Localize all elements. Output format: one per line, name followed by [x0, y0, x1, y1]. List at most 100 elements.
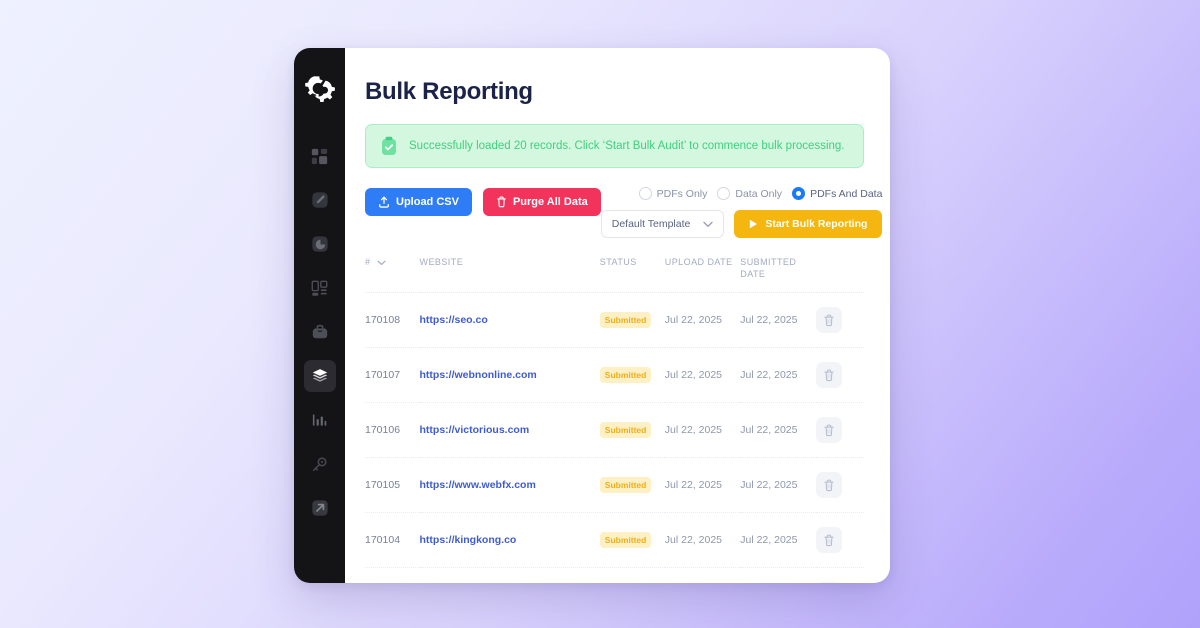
cell-status: Submitted	[599, 292, 665, 348]
cell-status: Submitted	[599, 567, 665, 583]
column-header-status[interactable]: STATUS	[599, 257, 637, 267]
cell-website-link[interactable]: https://webnonline.com	[419, 347, 600, 403]
status-badge: Submitted	[599, 422, 652, 439]
table-head: # WEBSITE STATUS UPLOAD DATE SUBMITTED D…	[365, 256, 864, 293]
purge-all-data-button[interactable]: Purge All Data	[482, 188, 601, 216]
cell-website-link[interactable]: https://seo.co	[419, 292, 600, 348]
sidebar-item-keywords[interactable]	[304, 448, 336, 480]
pen-icon	[311, 192, 328, 208]
upload-csv-button[interactable]: Upload CSV	[365, 188, 472, 216]
column-header-id-label: #	[365, 257, 371, 267]
status-badge: Submitted	[599, 367, 652, 384]
sidebar-item-briefcase[interactable]	[304, 316, 336, 348]
radio-option-data-only[interactable]: Data Only	[717, 187, 782, 200]
cell-status: Submitted	[599, 347, 665, 403]
cell-id: 170106	[365, 402, 420, 458]
cell-website-link[interactable]: https://kingkong.co	[419, 512, 600, 568]
table-row[interactable]: 170106 https://victorious.com Submitted Jul…	[365, 402, 864, 458]
cell-upload-date: Jul 22, 2025	[664, 567, 741, 583]
status-badge: Submitted	[599, 312, 652, 329]
cell-status: Submitted	[599, 402, 665, 458]
columns-icon	[311, 280, 328, 296]
grid-icon	[311, 148, 328, 164]
delete-row-button[interactable]	[815, 417, 842, 444]
cell-submitted-date: Jul 22, 2025	[740, 402, 816, 458]
sidebar-item-bulk-reporting[interactable]	[303, 360, 336, 392]
radio-option-pdfs-and-data[interactable]: PDFs And Data	[792, 187, 882, 200]
column-header-id[interactable]: #	[365, 256, 420, 293]
records-table: # WEBSITE STATUS UPLOAD DATE SUBMITTED D…	[365, 256, 864, 583]
delete-row-button[interactable]	[815, 582, 842, 583]
clock-icon	[311, 236, 328, 252]
table-header-row: # WEBSITE STATUS UPLOAD DATE SUBMITTED D…	[365, 256, 864, 293]
table-body: 170108 https://seo.co Submitted Jul 22, 202…	[365, 292, 864, 583]
cell-submitted-date: Jul 22, 2025	[740, 292, 816, 348]
output-type-radio-group: PDFs Only Data Only PDFs And Data	[638, 187, 882, 200]
bars-icon	[312, 414, 327, 426]
trash-icon	[824, 534, 834, 546]
alert-message: Successfully loaded 20 records. Click ‘S…	[409, 139, 845, 152]
start-bulk-reporting-button[interactable]: Start Bulk Reporting	[734, 210, 883, 238]
external-link-icon	[311, 500, 328, 516]
cell-actions	[815, 512, 864, 568]
table-row[interactable]: 170107 https://webnonline.com Submitted Jul…	[365, 347, 864, 403]
cell-id: 170105	[365, 457, 420, 513]
left-button-group: Upload CSV Purge All Data	[365, 187, 601, 216]
radio-option-pdfs-only[interactable]: PDFs Only	[638, 187, 708, 200]
delete-row-button[interactable]	[815, 307, 842, 334]
sidebar-item-edit[interactable]	[304, 184, 336, 216]
cell-id: 170108	[365, 292, 420, 348]
action-toolbar: Upload CSV Purge All Data PDFs Only	[365, 187, 883, 238]
template-select-value: Default Template	[611, 218, 691, 230]
table-row[interactable]: 170105 https://www.webfx.com Submitted Jul …	[365, 457, 864, 513]
sidebar	[294, 48, 345, 583]
app-logo[interactable]	[300, 66, 340, 110]
table-row[interactable]: 170108 https://seo.co Submitted Jul 22, 202…	[365, 292, 864, 348]
cell-website-link[interactable]: https://victorious.com	[419, 402, 600, 458]
radio-label: PDFs Only	[656, 187, 708, 200]
sidebar-item-analytics[interactable]	[304, 404, 336, 436]
chevron-down-icon	[703, 221, 714, 227]
trash-icon	[824, 369, 834, 381]
column-header-submitted-date[interactable]: SUBMITTED DATE	[740, 257, 797, 280]
cell-status: Submitted	[599, 457, 665, 513]
column-header-upload-date[interactable]: UPLOAD DATE	[664, 257, 733, 267]
radio-dot	[717, 187, 731, 200]
trash-icon	[824, 314, 834, 326]
sidebar-item-history[interactable]	[304, 228, 336, 260]
cell-submitted-date: Jul 22, 2025	[740, 457, 816, 513]
cell-upload-date: Jul 22, 2025	[664, 457, 741, 513]
cell-status: Submitted	[599, 512, 665, 568]
briefcase-icon	[312, 324, 327, 339]
upload-csv-label: Upload CSV	[396, 196, 459, 208]
sidebar-item-dashboard[interactable]	[304, 140, 336, 172]
trash-icon	[824, 424, 834, 436]
delete-row-button[interactable]	[815, 472, 842, 499]
delete-row-button[interactable]	[815, 527, 842, 554]
gears-logo-icon	[304, 76, 335, 102]
trash-icon	[824, 479, 834, 491]
cell-upload-date: Jul 22, 2025	[664, 347, 741, 403]
column-header-actions	[816, 256, 864, 293]
column-header-website[interactable]: WEBSITE	[419, 257, 464, 267]
cell-upload-date: Jul 22, 2025	[664, 512, 741, 568]
cell-actions	[815, 347, 864, 403]
delete-row-button[interactable]	[815, 362, 842, 389]
sidebar-item-projects[interactable]	[304, 272, 336, 304]
sidebar-item-external-link[interactable]	[304, 492, 336, 524]
template-select[interactable]: Default Template	[600, 210, 725, 238]
right-controls: PDFs Only Data Only PDFs And Data Defaul…	[600, 187, 883, 238]
cell-website-link[interactable]: https://www.webfx.com	[419, 457, 600, 513]
chevron-down-icon	[377, 260, 387, 265]
radio-dot	[638, 187, 652, 200]
select-row: Default Template Start Bulk Reporting	[600, 210, 883, 238]
cell-website-link[interactable]: https://elkhq.com	[419, 567, 600, 583]
trash-icon	[497, 196, 506, 208]
cell-actions	[815, 402, 864, 458]
layers-icon	[312, 369, 327, 382]
cell-actions	[815, 292, 864, 348]
table-row[interactable]: 170104 https://kingkong.co Submitted Jul 22…	[365, 512, 864, 568]
clipboard-check-icon	[382, 136, 396, 155]
cell-upload-date: Jul 22, 2025	[664, 402, 741, 458]
